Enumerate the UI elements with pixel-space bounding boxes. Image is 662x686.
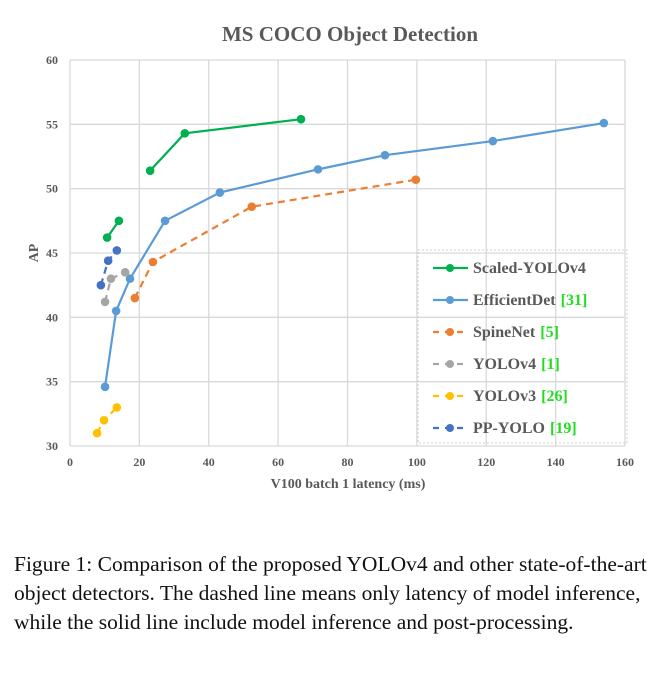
x-axis-ticks: 0 20 40 60 80 100 120 140 160 [67,455,634,469]
y-tick-label: 50 [46,182,58,196]
data-point [247,202,257,211]
y-tick-label: 60 [46,53,58,67]
data-point [114,216,124,226]
x-tick-label: 20 [133,455,145,469]
series-line [133,178,417,299]
legend-marker [446,264,454,272]
series-yolov4 [100,268,130,307]
series-yolov3 [92,403,122,438]
data-point [180,129,190,138]
data-point [103,256,113,266]
series-spinenet [130,175,421,303]
legend-label: YOLOv4 [1] [473,356,560,373]
data-point [120,268,130,277]
chart: MS COCO Object Detection 0 20 40 60 80 100 120… [27,22,634,492]
x-axis-label: V100 batch 1 latency (ms) [271,477,426,492]
legend-series-name: EfficientDet [473,292,556,309]
legend-marker [446,296,454,304]
y-tick-label: 40 [46,310,58,324]
series-pp-yolo [96,246,122,290]
legend-reference: [1] [541,356,560,373]
data-point [296,114,306,124]
series-efficientdet [100,118,609,392]
data-point [96,280,106,290]
data-point [112,403,122,412]
legend-label: SpineNet [5] [473,324,559,341]
legend-item: YOLOv3 [26] [433,388,568,405]
data-point [111,306,121,316]
data-point [99,415,109,425]
series-layer [92,114,609,438]
legend-item: Scaled-YOLOv4 [433,260,586,277]
data-point [102,233,112,242]
legend-reference: [5] [540,324,559,341]
legend-series-name: YOLOv4 [473,356,536,373]
legend-series-name: PP-YOLO [473,420,545,437]
x-tick-label: 60 [272,455,284,469]
x-tick-label: 40 [203,455,215,469]
legend-box [417,249,628,444]
chart-title: MS COCO Object Detection [222,22,478,46]
data-point [106,274,116,284]
legend-label: YOLOv3 [26] [473,388,568,405]
legend-series-name: SpineNet [473,324,536,341]
data-point [148,257,158,267]
data-point [92,428,102,438]
legend-label: Scaled-YOLOv4 [473,260,586,277]
x-tick-label: 140 [547,455,565,469]
y-tick-label: 30 [46,439,58,453]
data-point [130,293,140,303]
series-scaled-yolov4 [102,114,306,242]
legend-series-name: YOLOv3 [473,388,536,405]
data-point [145,166,155,175]
data-point [112,246,122,255]
x-tick-label: 0 [67,455,73,469]
y-tick-label: 45 [46,246,58,260]
gridlines [69,59,626,447]
x-tick-label: 80 [342,455,354,469]
data-point [380,150,390,160]
y-tick-label: 35 [46,375,58,389]
legend-item: SpineNet [5] [433,324,559,341]
legend-label: EfficientDet [31] [473,292,587,309]
x-tick-label: 100 [408,455,426,469]
figure-caption: Figure 1: Comparison of the proposed YOL… [14,552,647,634]
data-point [160,216,170,226]
data-point [100,297,110,307]
legend-marker [446,360,454,368]
data-point [215,188,225,197]
data-point [313,165,323,174]
legend-label: PP-YOLO [19] [473,420,577,437]
data-point [488,136,498,146]
y-tick-label: 55 [46,117,58,131]
y-axis-ticks: 30 35 40 45 50 55 60 [46,53,58,453]
legend-reference: [31] [561,292,588,309]
data-point [599,118,609,128]
legend-item: PP-YOLO [19] [433,420,577,437]
y-axis-label: AP [27,243,42,262]
legend-marker [446,392,454,400]
legend-reference: [19] [550,420,577,437]
legend-marker [446,424,454,432]
x-tick-label: 120 [477,455,495,469]
data-point [411,175,421,184]
legend-item: YOLOv4 [1] [433,356,560,373]
series-line [103,121,605,387]
legend-marker [446,328,454,336]
data-point [100,382,110,392]
data-point [125,274,135,284]
legend-series-name: Scaled-YOLOv4 [473,260,586,277]
legend-item: EfficientDet [31] [433,292,587,309]
x-tick-label: 160 [616,455,634,469]
legend-reference: [26] [541,388,568,405]
